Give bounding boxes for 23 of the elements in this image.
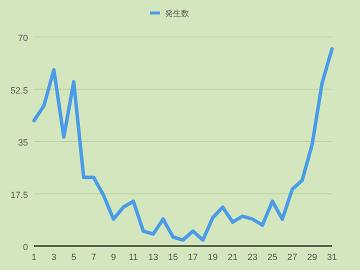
legend-label: 発生数 bbox=[165, 9, 189, 18]
y-tick-label: 52.5 bbox=[10, 85, 28, 96]
x-tick-label: 7 bbox=[91, 252, 96, 262]
x-tick-label: 19 bbox=[208, 252, 218, 262]
x-tick-label: 31 bbox=[326, 252, 338, 262]
x-tick-label: 21 bbox=[228, 252, 238, 262]
line-series bbox=[32, 47, 334, 242]
x-tick-label: 9 bbox=[110, 252, 116, 262]
y-tick-label: 0 bbox=[22, 242, 28, 252]
x-tick-label: 25 bbox=[267, 252, 278, 262]
y-tick-label: 17.5 bbox=[10, 190, 28, 200]
x-tick-label: 13 bbox=[148, 252, 158, 262]
x-tick-label: 27 bbox=[287, 252, 298, 262]
x-tick-label: 15 bbox=[168, 252, 178, 262]
x-tick-label: 1 bbox=[31, 252, 37, 262]
y-tick-label: 70 bbox=[18, 33, 28, 43]
x-tick-label: 29 bbox=[307, 252, 318, 262]
y-tick-label: 35 bbox=[18, 138, 28, 148]
x-tick-label: 5 bbox=[71, 252, 76, 262]
x-tick-label: 3 bbox=[51, 252, 56, 262]
x-tick-label: 23 bbox=[248, 252, 258, 262]
x-tick-label: 11 bbox=[128, 252, 138, 262]
x-tick-label: 17 bbox=[188, 252, 198, 262]
